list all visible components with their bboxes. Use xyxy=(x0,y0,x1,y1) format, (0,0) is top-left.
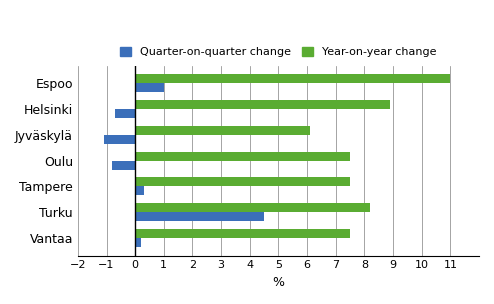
Bar xyxy=(135,238,141,247)
Legend: Quarter-on-quarter change, Year-on-year change: Quarter-on-quarter change, Year-on-year … xyxy=(116,43,441,62)
Bar xyxy=(104,135,135,144)
Bar xyxy=(115,109,135,118)
Bar xyxy=(112,161,135,170)
Bar xyxy=(135,100,390,109)
Bar xyxy=(135,74,451,84)
Bar xyxy=(135,152,350,161)
Bar xyxy=(135,178,350,186)
Bar xyxy=(135,203,370,212)
Bar xyxy=(135,212,264,221)
Bar xyxy=(135,229,350,238)
X-axis label: %: % xyxy=(272,276,285,289)
Bar xyxy=(135,126,310,135)
Bar xyxy=(135,84,164,92)
Bar xyxy=(135,186,144,195)
